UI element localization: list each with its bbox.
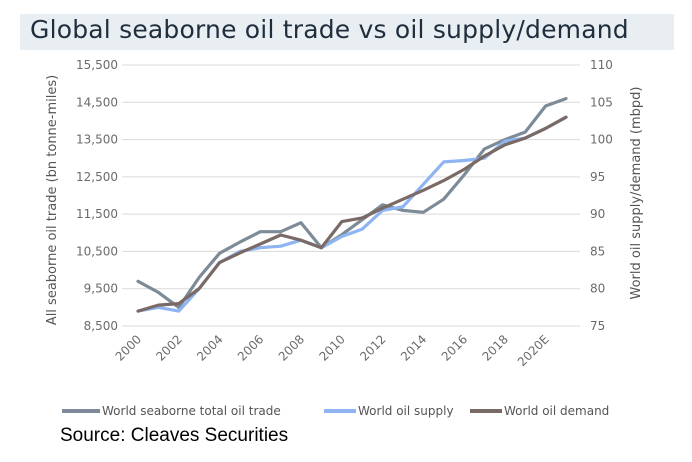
legend-label: World oil supply [358,404,454,418]
left-tick-label: 9,500 [84,282,118,296]
x-tick-label: 2016 [439,332,470,363]
x-tick-label: 2014 [398,332,429,363]
right-axis-title: World oil supply/demand (mbpd) [629,87,644,300]
x-axis-ticks: 2000 2002 2004 2006 2008 2010 2012 2014 2016 2018… [113,332,552,369]
left-tick-label: 15,500 [76,58,118,72]
right-tick-label: 95 [590,170,605,184]
left-tick-label: 10,500 [76,244,118,258]
x-tick-label: 2006 [235,332,266,363]
title-band [20,14,674,50]
left-axis-title: All seaborne oil trade (bn tonne-miles) [45,75,60,325]
series-line-world-seaborne-total-oil-trade [136,96,568,309]
right-axis-ticks: 75 80 85 90 95 100 105 110 [590,58,613,333]
x-tick-label: 2002 [153,332,184,363]
right-tick-label: 80 [590,282,605,296]
left-tick-label: 8,500 [84,319,118,333]
chart-title: Global seaborne oil trade vs oil supply/… [30,15,629,44]
x-tick-label: 2020E [515,332,552,369]
source-note: Source: Cleaves Securities [60,425,289,446]
legend-label: World oil demand [504,404,609,418]
x-tick-label: 2018 [479,332,510,363]
right-tick-label: 85 [590,244,605,258]
right-tick-label: 110 [590,58,613,72]
series-line-world-oil-demand [136,115,568,313]
left-axis-ticks: 8,500 9,500 10,500 11,500 12,500 13,500 14,500… [76,58,118,333]
x-tick-label: 2008 [276,332,307,363]
right-tick-label: 100 [590,133,613,147]
x-tick-label: 2010 [316,332,347,363]
grid-lines [122,64,580,327]
right-tick-label: 90 [590,207,605,221]
left-tick-label: 14,500 [76,95,118,109]
left-tick-label: 12,500 [76,170,118,184]
right-tick-label: 75 [590,319,605,333]
x-tick-label: 2004 [194,332,225,363]
legend: World seaborne total oil trade World oil … [62,404,609,418]
series-lines [136,96,568,313]
x-tick-label: 2012 [357,332,388,363]
left-tick-label: 13,500 [76,133,118,147]
x-tick-label: 2000 [113,332,144,363]
legend-label: World seaborne total oil trade [102,404,281,418]
left-tick-label: 11,500 [76,207,118,221]
right-tick-label: 105 [590,95,613,109]
